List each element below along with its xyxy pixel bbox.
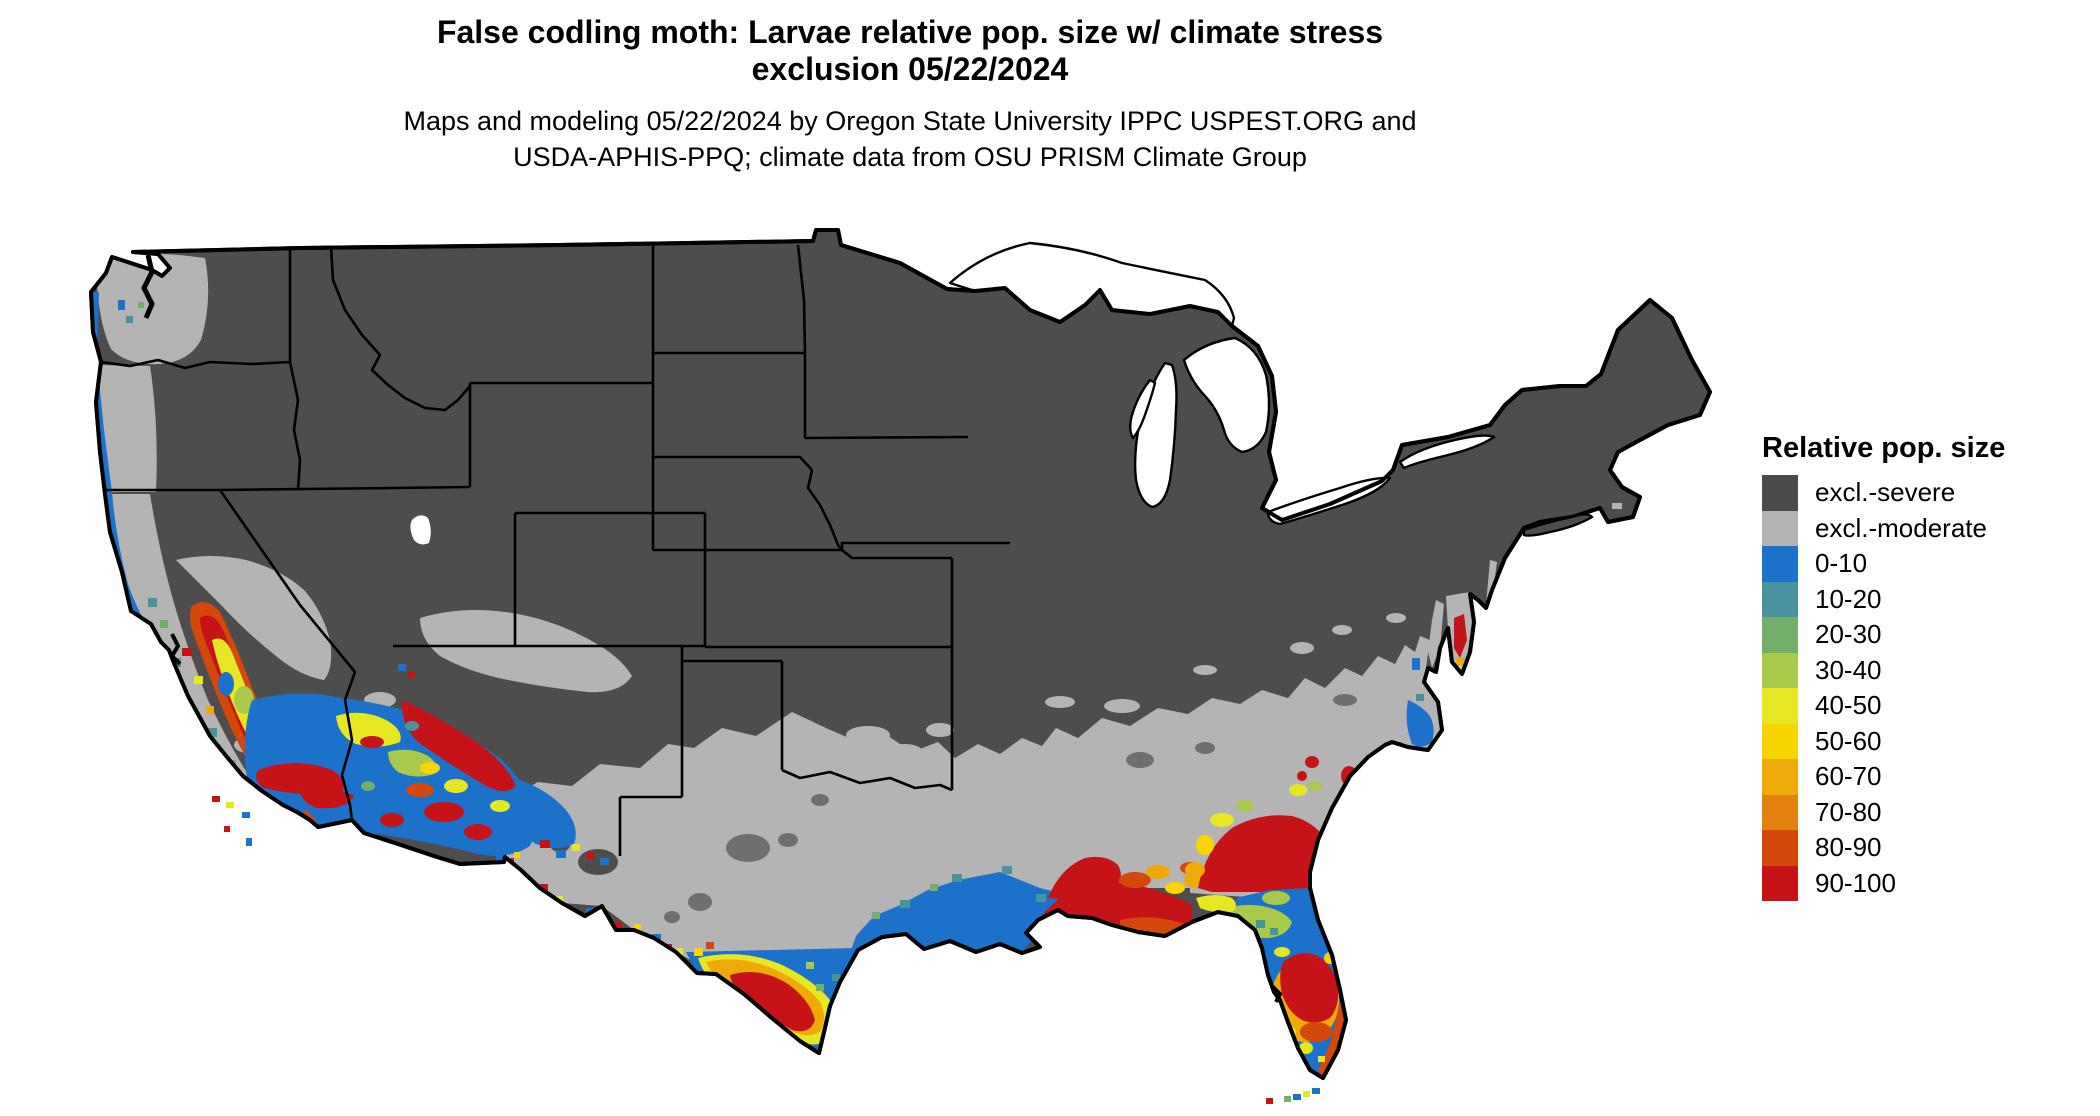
legend-row: excl.-moderate — [1762, 510, 2092, 546]
legend-label: 30-40 — [1815, 654, 1882, 685]
legend-swatch-50-60 — [1762, 723, 1798, 759]
map-overlay-socal-az — [244, 664, 609, 865]
legend-row: 60-70 — [1762, 759, 2092, 795]
legend-label: excl.-moderate — [1815, 512, 1987, 543]
map-title-line1: False codling moth: Larvae relative pop.… — [436, 14, 1384, 50]
legend-row: 30-40 — [1762, 652, 2092, 688]
sf-bay — [169, 633, 182, 666]
legend-swatch-90-100 — [1762, 865, 1798, 901]
legend-label: 50-60 — [1815, 725, 1882, 756]
legend-row: 50-60 — [1762, 723, 2092, 759]
us-outline — [89, 228, 1712, 1080]
legend-label: 0-10 — [1815, 548, 1868, 579]
legend-swatch-20-30 — [1762, 617, 1798, 653]
puget-sound — [141, 254, 155, 319]
legend-swatch-70-80 — [1762, 794, 1798, 830]
lake-huron — [1182, 336, 1271, 454]
legend-row: 0-10 — [1762, 546, 2092, 582]
map-header: False codling moth: Larvae relative pop.… — [0, 14, 1820, 175]
map-subtitle-line2: USDA-APHIS-PPQ; climate data from OSU PR… — [513, 142, 1307, 172]
channel-islands — [212, 796, 252, 846]
florida-keys — [1266, 1088, 1320, 1104]
legend-label: 70-80 — [1815, 796, 1882, 827]
legend-swatch-40-50 — [1762, 688, 1798, 724]
legend-title: Relative pop. size — [1762, 432, 2006, 464]
legend-row: 70-80 — [1762, 794, 2092, 830]
map-legend: Relative pop. size excl.-severe excl.-mo… — [1762, 432, 2092, 901]
legend-row: 20-30 — [1762, 617, 2092, 653]
legend-row: excl.-severe — [1762, 475, 2092, 511]
legend-swatch-60-70 — [1762, 759, 1798, 795]
green-bay — [1129, 378, 1157, 440]
state-borders — [100, 244, 1010, 856]
legend-row: 40-50 — [1762, 688, 2092, 724]
legend-swatch-excl-severe — [1762, 475, 1798, 511]
legend-row: 10-20 — [1762, 581, 2092, 617]
legend-swatch-0-10 — [1762, 546, 1798, 582]
legend-label: 60-70 — [1815, 761, 1882, 792]
long-island — [1522, 513, 1594, 537]
legend-label: excl.-severe — [1815, 477, 1956, 508]
legend-label: 10-20 — [1815, 583, 1882, 614]
map-title-line2: exclusion 05/22/2024 — [751, 51, 1069, 87]
legend-swatch-10-20 — [1762, 581, 1798, 617]
map-subtitle: Maps and modeling 05/22/2024 by Oregon S… — [0, 103, 1820, 175]
legend-label: 40-50 — [1815, 690, 1882, 721]
legend-label: 90-100 — [1815, 867, 1896, 898]
tampa-bay — [1270, 984, 1283, 1003]
legend-swatch-80-90 — [1762, 830, 1798, 866]
legend-label: 20-30 — [1815, 619, 1882, 650]
lake-ontario — [1398, 434, 1496, 470]
map-overlay-south-texas — [694, 942, 840, 1045]
great-salt-lake — [410, 515, 431, 545]
legend-label: 80-90 — [1815, 832, 1882, 863]
legend-row: 80-90 — [1762, 830, 2092, 866]
legend-swatch-30-40 — [1762, 652, 1798, 688]
map-subtitle-line1: Maps and modeling 05/22/2024 by Oregon S… — [403, 106, 1417, 136]
legend-swatch-excl-moderate — [1762, 510, 1798, 546]
legend-row: 90-100 — [1762, 865, 2092, 901]
